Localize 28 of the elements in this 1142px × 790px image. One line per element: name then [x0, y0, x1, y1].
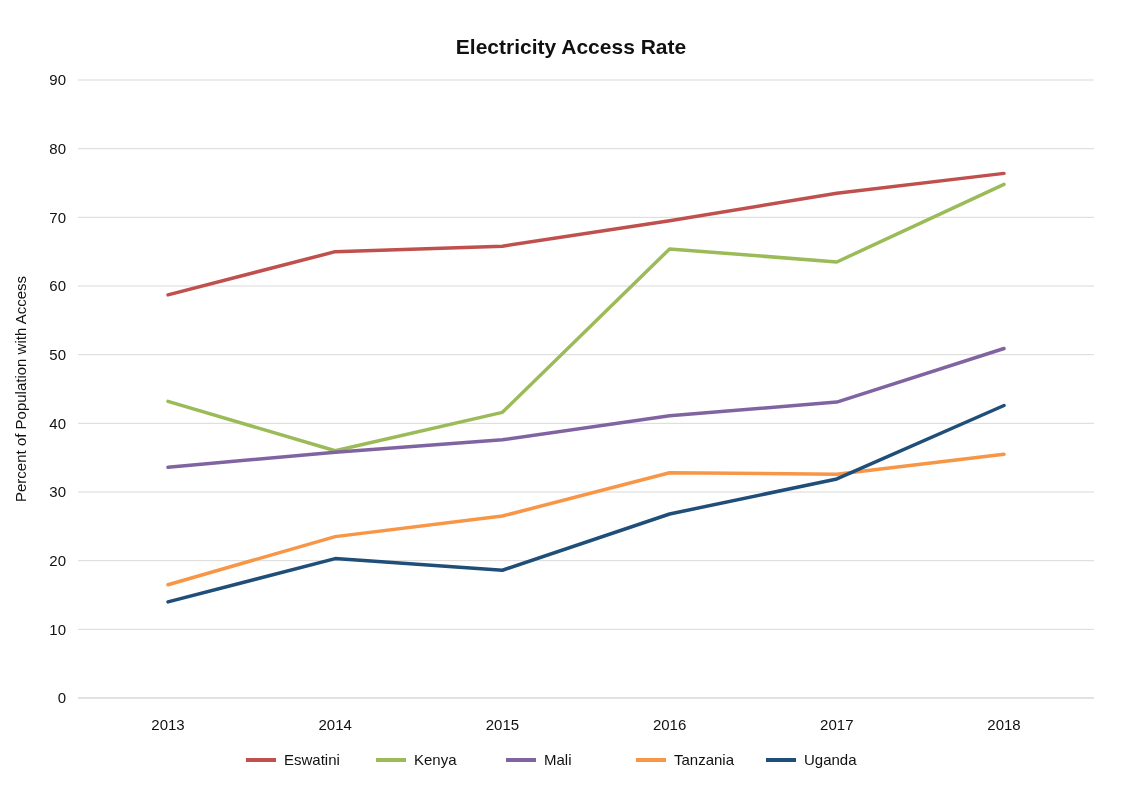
x-tick-label: 2015: [485, 716, 520, 733]
line-series: [166, 346, 1006, 470]
x-tick-label: 2018: [987, 716, 1021, 733]
y-tick-label: 40: [49, 414, 66, 432]
legend-label: Kenya: [414, 751, 458, 769]
legend-label: Uganda: [804, 751, 858, 769]
legend-label: Tanzania: [674, 751, 735, 769]
x-tick-label: 2014: [318, 716, 352, 733]
y-tick-label: 20: [49, 551, 66, 569]
y-tick-label: 90: [49, 71, 66, 89]
chart-title: Electricity Access Rate: [455, 35, 687, 58]
x-tick-label: 2017: [820, 716, 854, 733]
x-tick-label: 2013: [151, 716, 185, 733]
line-series: [166, 452, 1006, 587]
y-tick-label: 10: [49, 620, 66, 638]
line-series: [166, 182, 1006, 453]
y-tick-label: 30: [49, 483, 66, 501]
line-series: [166, 171, 1006, 297]
legend-label: Mali: [544, 751, 572, 769]
x-tick-label: 2016: [652, 716, 687, 733]
y-tick-label: 70: [49, 208, 66, 226]
y-tick-label: 50: [49, 345, 66, 363]
legend-label: Eswatini: [284, 751, 340, 769]
y-tick-label: 60: [49, 277, 66, 295]
y-axis-title: Percent of Population with Access: [12, 276, 29, 502]
line-series: [166, 403, 1006, 604]
y-tick-label: 80: [49, 139, 66, 157]
y-tick-label: 0: [57, 689, 66, 707]
